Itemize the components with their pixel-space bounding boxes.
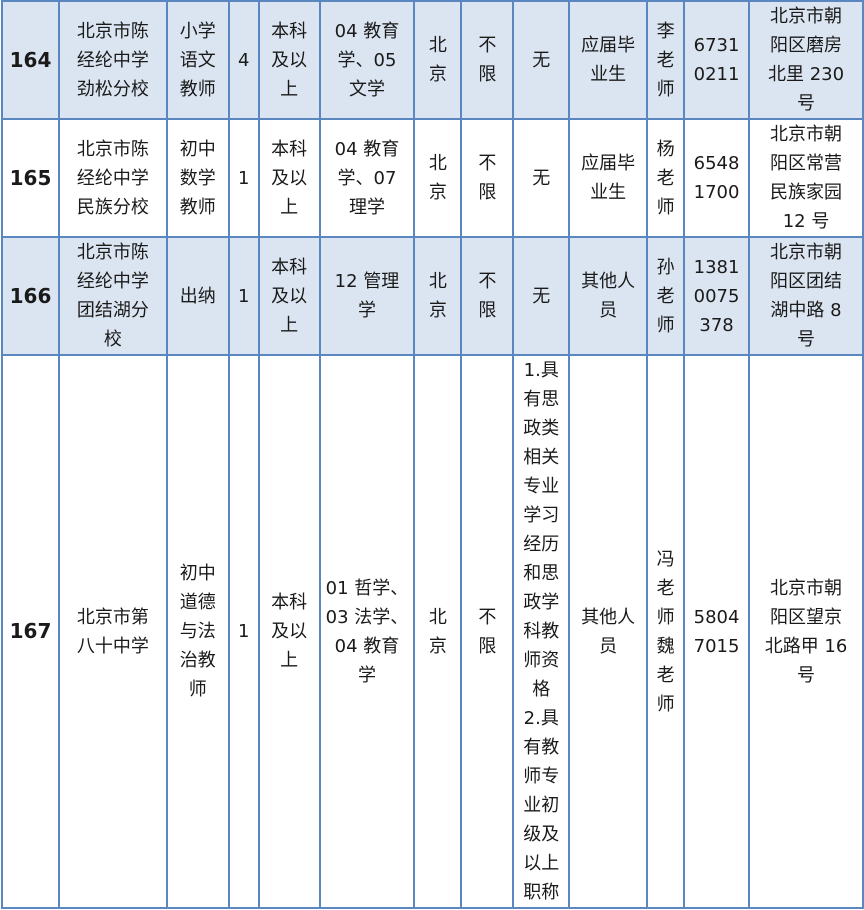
headcount-cell: 1 [227, 118, 260, 238]
headcount-cell: 1 [227, 354, 260, 909]
employer-cell: 北京市陈 经纶中学 劲松分校 [57, 0, 168, 120]
candidate-type-cell: 其他人 员 [568, 236, 649, 356]
table-row: 165 北京市陈 经纶中学 民族分校 初中 数学 教师 1 本科 及以 上 04 教育 学… [1, 118, 864, 238]
table-row: 166 北京市陈 经纶中学 团结湖分 校出纳 1 本科 及以 上 12 管理 学北 京不… [1, 236, 864, 356]
phone-cell: 5804 7015 [683, 354, 751, 909]
contact-person-cell: 李 老 师 [646, 0, 686, 120]
row-number-cell: 166 [1, 236, 60, 356]
contact-person-cell: 冯 老 师 魏 老 师 [646, 354, 686, 909]
phone-cell: 6548 1700 [683, 118, 751, 238]
address-cell: 北京市朝 阳区望京 北路甲 16 号 [748, 354, 864, 909]
education-cell: 本科 及以 上 [257, 118, 321, 238]
education-cell: 本科 及以 上 [257, 236, 321, 356]
address-cell: 北京市朝 阳区常营 民族家园 12 号 [748, 118, 864, 238]
age-cell: 不 限 [460, 236, 515, 356]
other-requirements-cell: 无 [512, 118, 571, 238]
employer-cell: 北京市陈 经纶中学 民族分校 [57, 118, 168, 238]
address-cell: 北京市朝 阳区磨房 北里 230 号 [748, 0, 864, 120]
candidate-type-cell: 其他人 员 [568, 354, 649, 909]
headcount-cell: 4 [227, 0, 260, 120]
headcount-cell: 1 [227, 236, 260, 356]
household-cell: 北 京 [413, 0, 463, 120]
candidate-type-cell: 应届毕 业生 [568, 118, 649, 238]
other-requirements-cell: 1.具 有思 政类 相关 专业 学习 经历 和思 政学 科教 师资 格 2.具 … [512, 354, 571, 909]
other-requirements-cell: 无 [512, 0, 571, 120]
position-cell: 出纳 [165, 236, 230, 356]
contact-person-cell: 孙 老 师 [646, 236, 686, 356]
table-row: 164 北京市陈 经纶中学 劲松分校 小学 语文 教师 4 本科 及以 上 04 教育 学… [1, 0, 864, 120]
household-cell: 北 京 [413, 118, 463, 238]
household-cell: 北 京 [413, 236, 463, 356]
phone-cell: 6731 0211 [683, 0, 751, 120]
age-cell: 不 限 [460, 0, 515, 120]
employer-cell: 北京市陈 经纶中学 团结湖分 校 [57, 236, 168, 356]
row-number-cell: 164 [1, 0, 60, 120]
major-cell: 01 哲学、 03 法学、 04 教育 学 [318, 354, 416, 909]
education-cell: 本科 及以 上 [257, 0, 321, 120]
position-cell: 初中 道德 与法 治教 师 [165, 354, 230, 909]
major-cell: 12 管理 学 [318, 236, 416, 356]
other-requirements-cell: 无 [512, 236, 571, 356]
phone-cell: 1381 0075 378 [683, 236, 751, 356]
education-cell: 本科 及以 上 [257, 354, 321, 909]
row-number-cell: 167 [1, 354, 60, 909]
row-number-cell: 165 [1, 118, 60, 238]
position-cell: 初中 数学 教师 [165, 118, 230, 238]
employer-cell: 北京市第 八十中学 [57, 354, 168, 909]
contact-person-cell: 杨 老 师 [646, 118, 686, 238]
table-row: 167 北京市第 八十中学 初中 道德 与法 治教 师 1 本科 及以 上 01 哲学、 … [1, 354, 864, 909]
major-cell: 04 教育 学、07 理学 [318, 118, 416, 238]
age-cell: 不 限 [460, 354, 515, 909]
age-cell: 不 限 [460, 118, 515, 238]
address-cell: 北京市朝 阳区团结 湖中路 8 号 [748, 236, 864, 356]
position-cell: 小学 语文 教师 [165, 0, 230, 120]
major-cell: 04 教育 学、05 文学 [318, 0, 416, 120]
candidate-type-cell: 应届毕 业生 [568, 0, 649, 120]
household-cell: 北 京 [413, 354, 463, 909]
